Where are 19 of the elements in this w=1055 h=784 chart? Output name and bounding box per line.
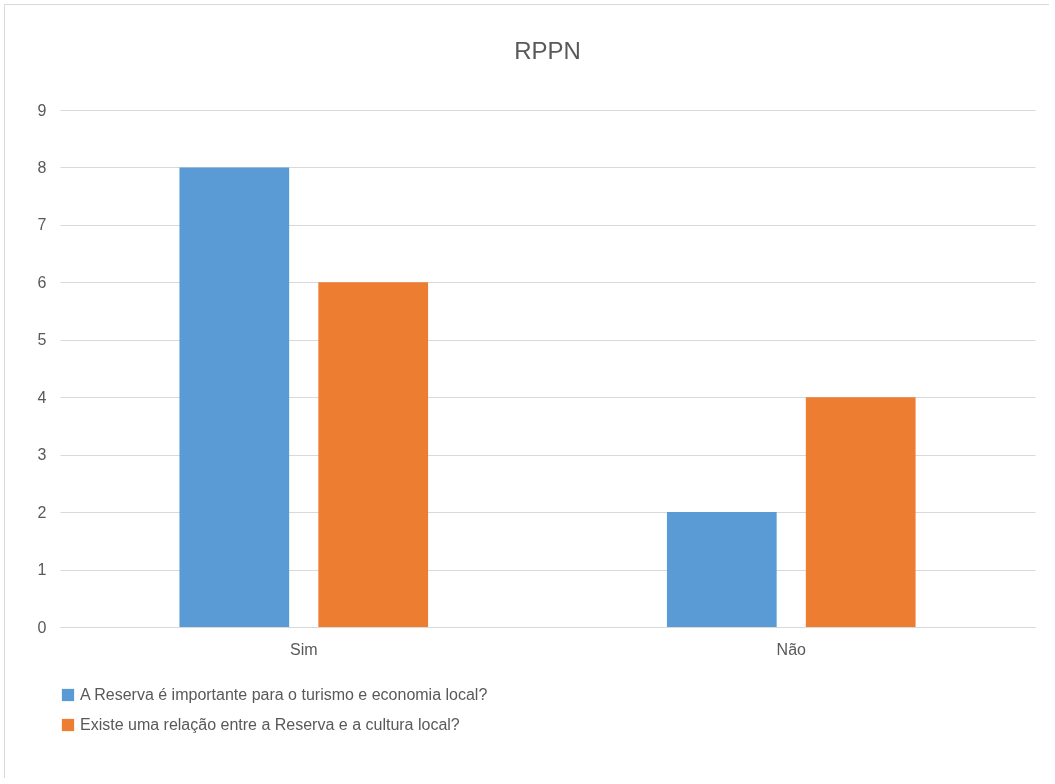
- y-tick-label: 0: [37, 618, 47, 636]
- x-tick-label: Não: [776, 640, 807, 658]
- bar: [179, 167, 290, 627]
- y-tick-label: 3: [37, 446, 47, 464]
- bar: [666, 512, 777, 627]
- y-tick-label: 2: [37, 503, 47, 521]
- y-tick-label: 1: [37, 561, 47, 579]
- chart-title: RPPN: [514, 37, 581, 64]
- y-tick-label: 4: [37, 388, 47, 406]
- y-tick-label: 6: [37, 273, 47, 291]
- legend-label: A Reserva é importante para o turismo e economia local?: [80, 686, 488, 703]
- y-tick-label: 7: [37, 216, 47, 234]
- y-tick-label: 8: [37, 158, 47, 176]
- y-tick-label: 5: [37, 331, 47, 349]
- bar: [318, 282, 429, 627]
- legend-label: Existe uma relação entre a Reserva e a cultura local?: [80, 716, 460, 733]
- x-tick-label: Sim: [289, 640, 318, 658]
- y-tick-label: 9: [37, 101, 47, 119]
- bar: [805, 397, 916, 627]
